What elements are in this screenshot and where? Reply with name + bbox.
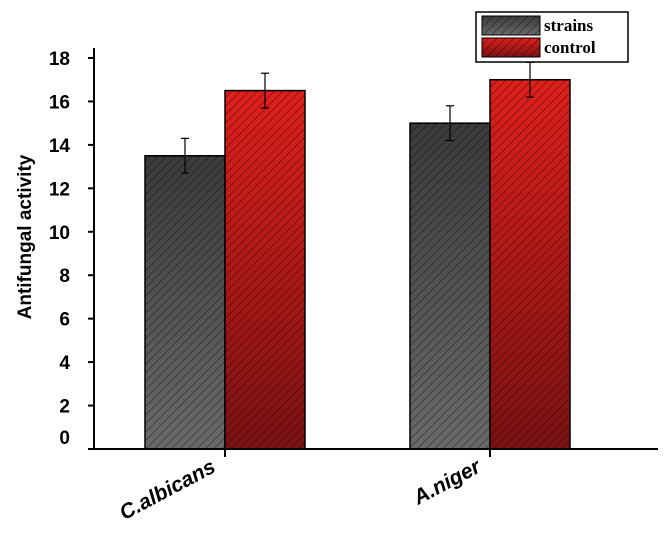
x-category-label: A.niger — [409, 454, 486, 510]
y-tick-label: 6 — [59, 310, 70, 331]
legend-item-control: control — [481, 37, 596, 58]
y-tick-label: 14 — [49, 136, 71, 157]
bar-hatch — [490, 79, 570, 449]
y-tick-label: 4 — [59, 353, 70, 374]
y-tick-label: 12 — [49, 179, 70, 200]
bar-strains-aniger — [409, 122, 491, 450]
y-tick-label: 16 — [49, 92, 70, 113]
legend: strains control — [475, 11, 629, 63]
x-category-label: C.albicans — [116, 455, 220, 525]
bar-control-aniger — [489, 78, 571, 450]
error-bar — [261, 72, 269, 109]
bar-hatch — [410, 123, 490, 450]
bar-hatch — [145, 155, 225, 449]
bars-group — [144, 78, 571, 450]
legend-label: strains — [544, 16, 594, 35]
y-tick-label: 18 — [49, 49, 70, 70]
y-tick-label: 0 — [59, 428, 70, 449]
y-tick-label: 8 — [59, 266, 70, 287]
y-tick-label: 2 — [59, 397, 70, 418]
bar-control-calbicans — [224, 89, 306, 450]
legend-item-strains: strains — [481, 15, 594, 36]
bar-hatch — [225, 90, 305, 449]
y-axis-title: Antifungal activity — [15, 154, 36, 319]
y-axis-ticks: 0 2 4 6 8 10 12 14 16 18 — [49, 49, 94, 450]
error-bar — [446, 105, 454, 142]
x-axis-ticks: C.albicans A.niger — [116, 449, 491, 525]
legend-label: control — [544, 38, 596, 57]
error-bar — [181, 137, 189, 174]
bar-strains-calbicans — [144, 155, 226, 450]
y-tick-label: 10 — [49, 223, 70, 244]
